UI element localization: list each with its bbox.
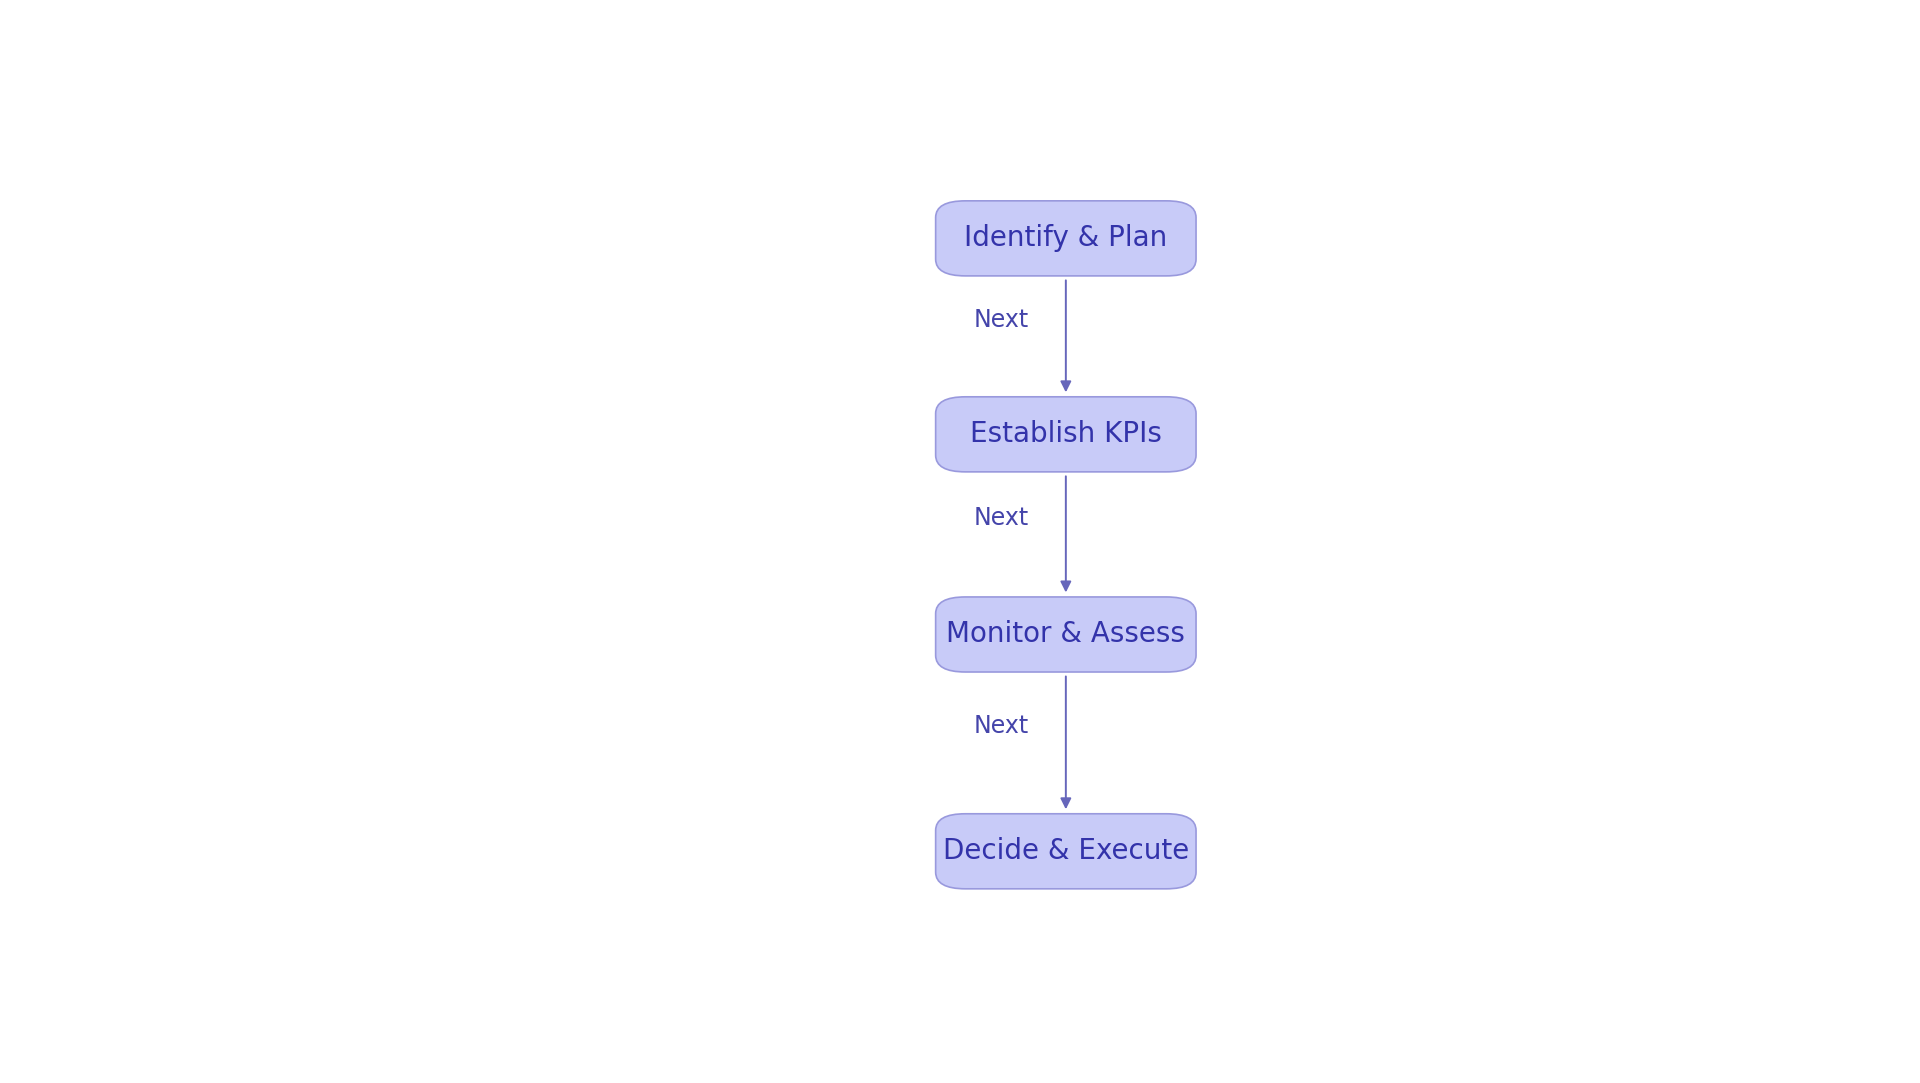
Text: Establish KPIs: Establish KPIs: [970, 420, 1162, 448]
FancyBboxPatch shape: [935, 813, 1196, 889]
Text: Next: Next: [973, 714, 1029, 739]
FancyBboxPatch shape: [935, 597, 1196, 671]
Text: Next: Next: [973, 506, 1029, 530]
Text: Next: Next: [973, 308, 1029, 331]
FancyBboxPatch shape: [935, 200, 1196, 276]
FancyBboxPatch shape: [935, 396, 1196, 472]
Text: Identify & Plan: Identify & Plan: [964, 224, 1167, 252]
Text: Monitor & Assess: Monitor & Assess: [947, 621, 1185, 649]
Text: Decide & Execute: Decide & Execute: [943, 837, 1188, 865]
